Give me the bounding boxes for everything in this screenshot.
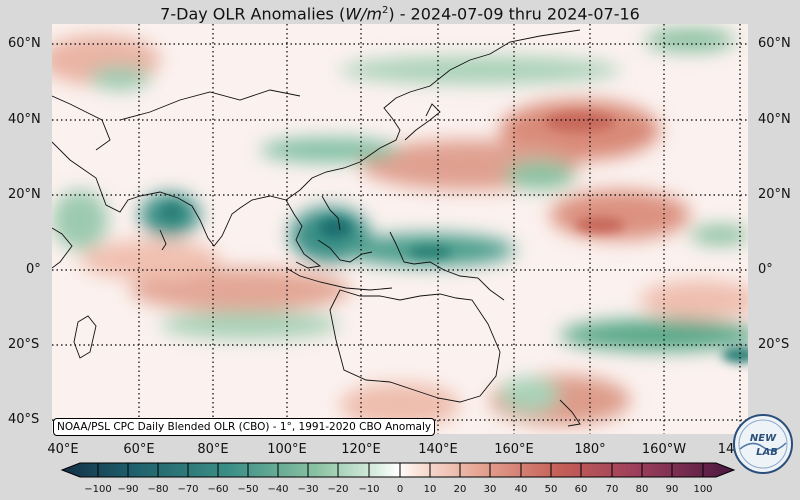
colorbar-tick: 100 [693, 484, 713, 495]
lon-label-180: 180° [574, 442, 606, 457]
lat-label-20s-right: 20°S [758, 337, 790, 352]
lab-logo: NEW LAB [733, 414, 793, 474]
lon-label-160w: 160°W [641, 442, 687, 457]
lat-label-20n: 20°N [8, 187, 41, 202]
source-note: NOAA/PSL CPC Daily Blended OLR (CBO) - 1… [53, 418, 436, 436]
lat-label-20s: 20°S [8, 337, 40, 352]
lon-label-80e: 80°E [197, 442, 229, 457]
colorbar-tick: −10 [358, 484, 380, 495]
lon-label-60e: 60°E [123, 442, 155, 457]
colorbar-tick: 70 [605, 484, 619, 495]
lat-label-equator: 0° [26, 262, 41, 277]
logo-text-bottom: LAB [756, 447, 778, 458]
logo-text-top: NEW [750, 433, 777, 444]
lat-label-60n-right: 60°N [758, 36, 791, 51]
colorbar-tick: 60 [574, 484, 588, 495]
lon-label-40e: 40°E [47, 442, 79, 457]
colorbar-tick: −50 [237, 484, 259, 495]
colorbar-tick: −40 [267, 484, 289, 495]
colorbar [60, 462, 736, 478]
lat-label-40n-right: 40°N [758, 112, 791, 127]
colorbar-tick: −60 [207, 484, 229, 495]
figure-title: 7-Day OLR Anomalies (W/m2) - 2024-07-09 … [160, 4, 640, 24]
lon-label-140w-partial: 14 [717, 442, 735, 457]
colorbar-tick: 40 [514, 484, 528, 495]
lon-label-140e: 140°E [418, 442, 458, 457]
colorbar-tick: 80 [635, 484, 649, 495]
anomaly-field [52, 24, 748, 434]
lat-label-40s: 40°S [8, 412, 40, 427]
lat-label-20n-right: 20°N [758, 187, 791, 202]
lat-label-60n: 60°N [8, 36, 41, 51]
colorbar-tick: −80 [147, 484, 169, 495]
lon-label-160e: 160°E [494, 442, 534, 457]
colorbar-tick: 90 [665, 484, 679, 495]
colorbar-tick: 50 [544, 484, 558, 495]
colorbar-tick: 20 [453, 484, 467, 495]
coastlines [52, 29, 581, 427]
colorbar-tick: 30 [483, 484, 497, 495]
lon-label-100e: 100°E [267, 442, 307, 457]
colorbar-tick: −90 [117, 484, 139, 495]
colorbar-tick: 0 [396, 484, 404, 495]
lat-label-40n: 40°N [8, 112, 41, 127]
colorbar-tick: −30 [297, 484, 319, 495]
colorbar-tick: −20 [327, 484, 349, 495]
colorbar-tick: 10 [423, 484, 437, 495]
colorbar-tick: −70 [177, 484, 199, 495]
graticule [52, 24, 748, 434]
colorbar-tick: −100 [84, 484, 112, 495]
lon-label-120e: 120°E [341, 442, 381, 457]
lat-label-equator-right: 0° [758, 262, 773, 277]
